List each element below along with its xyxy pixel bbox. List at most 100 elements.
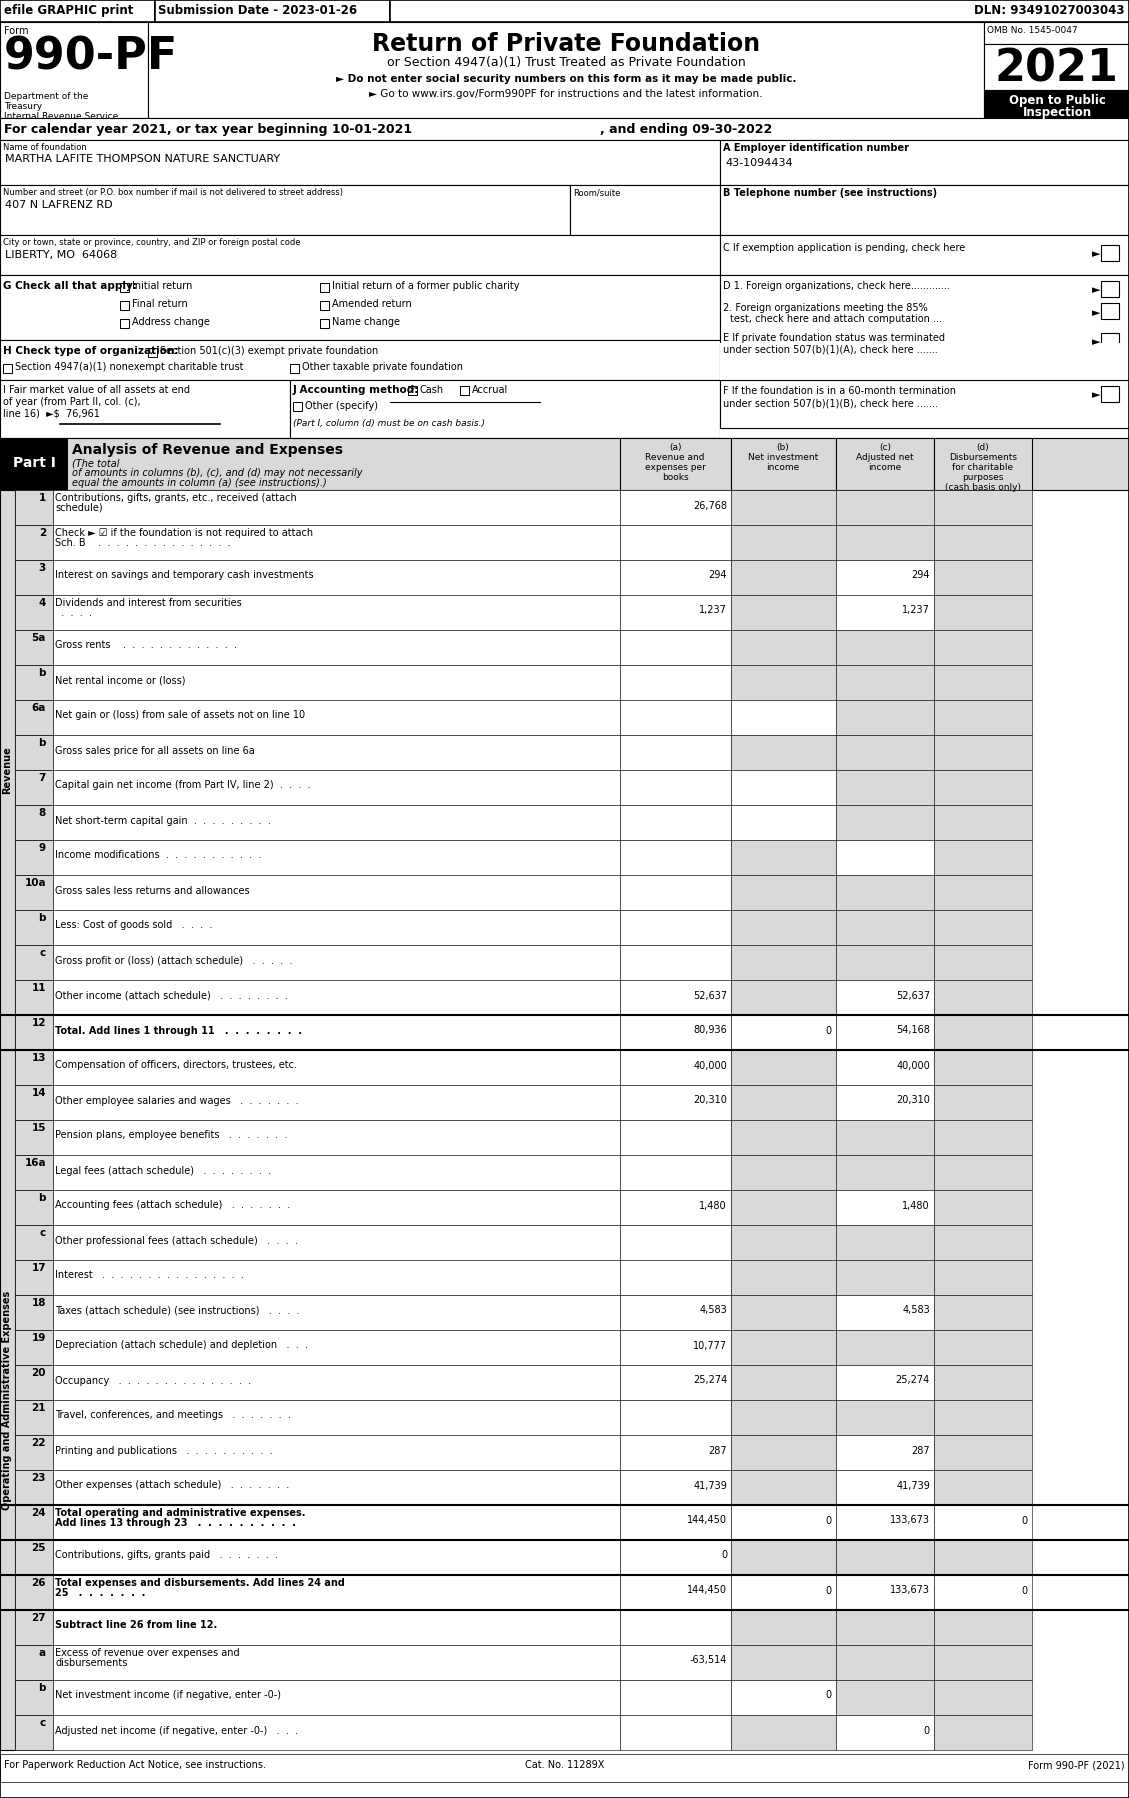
- Bar: [15, 1401, 620, 1435]
- Bar: [730, 1365, 835, 1401]
- Bar: [835, 1505, 934, 1541]
- Text: b: b: [38, 737, 46, 748]
- Text: 17: 17: [32, 1262, 46, 1273]
- Bar: [730, 525, 835, 559]
- Bar: [620, 1365, 730, 1401]
- Text: Income modifications  .  .  .  .  .  .  .  .  .  .  .: Income modifications . . . . . . . . . .…: [55, 850, 262, 861]
- Bar: [320, 318, 329, 327]
- Bar: [934, 980, 1032, 1016]
- Text: 4: 4: [38, 599, 46, 608]
- Bar: [835, 559, 934, 595]
- Bar: [15, 1016, 53, 1050]
- Bar: [620, 491, 730, 525]
- Text: 0: 0: [721, 1550, 727, 1561]
- Bar: [15, 1609, 53, 1645]
- Bar: [934, 1645, 1032, 1679]
- Bar: [15, 1365, 53, 1401]
- Bar: [0, 0, 1129, 22]
- Text: under section 507(b)(1)(A), check here .......: under section 507(b)(1)(A), check here .…: [723, 343, 938, 354]
- Bar: [620, 665, 730, 699]
- Bar: [620, 1471, 730, 1505]
- Bar: [934, 1331, 1032, 1365]
- Bar: [934, 491, 1032, 525]
- Bar: [15, 1715, 53, 1749]
- Bar: [730, 806, 835, 840]
- Bar: [934, 629, 1032, 665]
- Bar: [934, 946, 1032, 980]
- Text: c: c: [40, 948, 46, 958]
- Text: test, check here and attach computation ...: test, check here and attach computation …: [730, 315, 942, 324]
- Bar: [15, 1120, 620, 1154]
- Bar: [620, 735, 730, 770]
- Bar: [835, 735, 934, 770]
- Text: 6a: 6a: [32, 703, 46, 714]
- Text: Return of Private Foundation: Return of Private Foundation: [371, 32, 760, 56]
- Bar: [835, 1224, 934, 1260]
- Text: 2: 2: [38, 529, 46, 538]
- Text: 25   .  .  .  .  .  .  .: 25 . . . . . . .: [55, 1588, 146, 1598]
- Text: Pension plans, employee benefits   .  .  .  .  .  .  .: Pension plans, employee benefits . . . .…: [55, 1131, 288, 1140]
- Bar: [835, 1679, 934, 1715]
- Bar: [15, 1679, 53, 1715]
- Bar: [15, 665, 53, 699]
- Bar: [835, 1120, 934, 1154]
- Text: A Employer identification number: A Employer identification number: [723, 144, 909, 153]
- Bar: [620, 980, 730, 1016]
- Bar: [720, 379, 1129, 428]
- Text: 24: 24: [32, 1509, 46, 1518]
- Text: 13: 13: [32, 1054, 46, 1063]
- Text: 0: 0: [826, 1025, 832, 1036]
- Text: Contributions, gifts, grants paid   .  .  .  .  .  .  .: Contributions, gifts, grants paid . . . …: [55, 1550, 278, 1561]
- Text: 26: 26: [32, 1579, 46, 1588]
- Bar: [15, 525, 620, 559]
- Text: Adjusted net income (if negative, enter -0-)   .  .  .: Adjusted net income (if negative, enter …: [55, 1726, 298, 1735]
- Bar: [15, 1050, 620, 1084]
- Text: 80,936: 80,936: [693, 1025, 727, 1036]
- Bar: [0, 439, 1129, 491]
- Bar: [15, 525, 53, 559]
- Bar: [15, 840, 620, 876]
- Bar: [620, 699, 730, 735]
- Bar: [835, 1401, 934, 1435]
- Text: Form 990-PF (2021): Form 990-PF (2021): [1029, 1760, 1124, 1769]
- Text: Number and street (or P.O. box number if mail is not delivered to street address: Number and street (or P.O. box number if…: [3, 189, 343, 198]
- Bar: [730, 1471, 835, 1505]
- Bar: [620, 1609, 730, 1645]
- Bar: [0, 140, 720, 185]
- Text: under section 507(b)(1)(B), check here .......: under section 507(b)(1)(B), check here .…: [723, 397, 938, 408]
- Bar: [620, 1224, 730, 1260]
- Bar: [15, 1541, 620, 1575]
- Bar: [15, 559, 53, 595]
- Bar: [934, 525, 1032, 559]
- Text: ✓: ✓: [409, 385, 415, 394]
- Text: b: b: [38, 913, 46, 922]
- Bar: [15, 1331, 620, 1365]
- Text: 20,310: 20,310: [896, 1095, 930, 1106]
- Text: 2. Foreign organizations meeting the 85%: 2. Foreign organizations meeting the 85%: [723, 304, 928, 313]
- Bar: [0, 22, 148, 119]
- Bar: [155, 0, 390, 22]
- Bar: [0, 0, 155, 22]
- Text: 9: 9: [38, 843, 46, 852]
- Text: LIBERTY, MO  64068: LIBERTY, MO 64068: [5, 250, 117, 261]
- Text: C If exemption application is pending, check here: C If exemption application is pending, c…: [723, 243, 965, 254]
- Bar: [934, 439, 1032, 491]
- Text: for charitable: for charitable: [953, 464, 1014, 473]
- Text: Other (specify): Other (specify): [305, 401, 378, 412]
- Text: c: c: [40, 1228, 46, 1239]
- Bar: [730, 559, 835, 595]
- Text: 25,274: 25,274: [895, 1375, 930, 1386]
- Bar: [835, 770, 934, 806]
- Text: schedule): schedule): [55, 503, 103, 512]
- Bar: [15, 1575, 53, 1609]
- Text: OMB No. 1545-0047: OMB No. 1545-0047: [987, 25, 1077, 34]
- Text: Other employee salaries and wages   .  .  .  .  .  .  .: Other employee salaries and wages . . . …: [55, 1095, 299, 1106]
- Bar: [984, 22, 1129, 43]
- Text: Total expenses and disbursements. Add lines 24 and: Total expenses and disbursements. Add li…: [55, 1579, 344, 1588]
- Bar: [730, 1084, 835, 1120]
- Text: Less: Cost of goods sold   .  .  .  .: Less: Cost of goods sold . . . .: [55, 921, 212, 931]
- Text: Net investment: Net investment: [747, 453, 819, 462]
- Bar: [15, 595, 620, 629]
- Bar: [835, 1190, 934, 1224]
- Text: Capital gain net income (from Part IV, line 2)  .  .  .  .: Capital gain net income (from Part IV, l…: [55, 780, 310, 791]
